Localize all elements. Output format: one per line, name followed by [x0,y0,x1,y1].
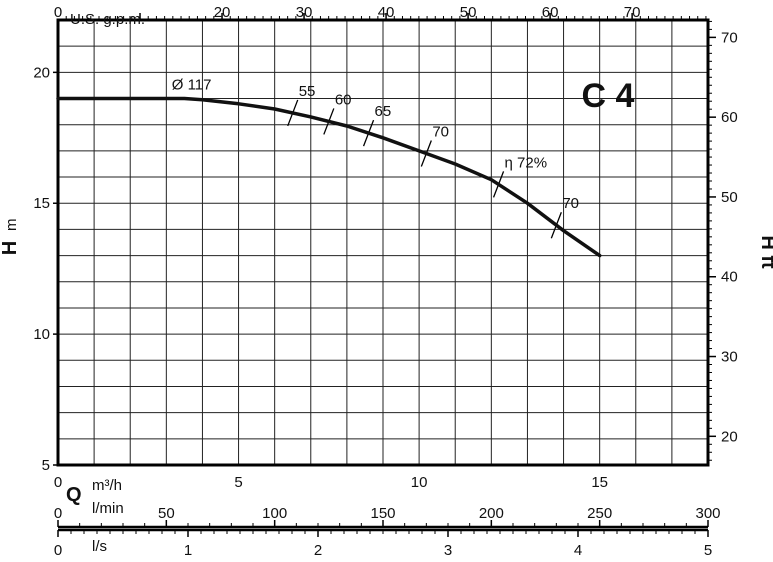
lmin-tick-label: 250 [587,505,612,522]
efficiency-mark-label: 70 [562,195,579,212]
x-axis-unit: m³/h [92,477,122,494]
efficiency-mark-label: 55 [299,83,316,100]
plot-frame [56,18,710,467]
y-right-tick-label: 60 [721,109,738,126]
chart-title: C 4 [582,77,635,115]
efficiency-mark-label: 60 [335,91,352,108]
ls-tick-label: 3 [444,542,452,559]
y-right-tick-label: 70 [721,29,738,46]
y-left-tick-label: 20 [33,64,50,81]
y-right-tick-label: 50 [721,189,738,206]
x-axis-letter: Q [66,484,82,506]
ls-tick-label: 2 [314,542,322,559]
efficiency-mark-label: 65 [375,103,392,120]
efficiency-mark-label: η 72% [505,154,548,171]
top-tick-label: 40 [378,4,395,21]
efficiency-mark-label: 70 [432,124,449,141]
y-right-tick-label: 40 [721,269,738,286]
top-tick-label: 30 [296,4,313,21]
x-tick-label: 10 [411,474,428,491]
lmin-tick-label: 200 [479,505,504,522]
y-right-tick-label: 30 [721,349,738,366]
x-tick-label: 15 [591,474,608,491]
y-right-label: H ft [757,235,773,269]
series-label: Ø 117 [172,76,212,93]
efficiency-marks: 55 60 65 70 η 72% 70 [287,83,579,239]
ls-tick-label: 5 [704,542,712,559]
x-tick-label: 5 [234,474,242,491]
grid [58,20,708,465]
ls-tick-label: 4 [574,542,582,559]
y-left-tick-label: 5 [42,457,50,474]
top-axis-unit: U.S. g.p.m. [70,11,145,28]
top-tick-label: 50 [460,4,477,21]
lmin-tick-label: 300 [695,505,720,522]
top-tick-label: 0 [54,4,62,21]
head-curve-line [56,96,602,258]
lmin-axis-unit: l/min [92,500,124,517]
ls-tick-label: 1 [184,542,192,559]
y-left-tick-label: 10 [33,326,50,343]
ls-axis-unit: l/s [92,538,107,555]
lmin-tick-label: 50 [158,505,175,522]
y-left-label: H m [0,219,21,256]
y-right-tick-label: 20 [721,428,738,445]
top-tick-label: 60 [542,4,559,21]
y-left-letter: H [0,241,21,255]
top-tick-label: 20 [214,4,231,21]
lmin-tick-label: 100 [262,505,287,522]
y-left-tick-label: 15 [33,195,50,212]
top-tick-label: 70 [624,4,641,21]
ls-tick-label: 0 [54,542,62,559]
x-tick-label: 0 [54,474,62,491]
lmin-tick-label: 0 [54,505,62,522]
lmin-tick-label: 150 [370,505,395,522]
y-left-unit: m [3,219,20,232]
